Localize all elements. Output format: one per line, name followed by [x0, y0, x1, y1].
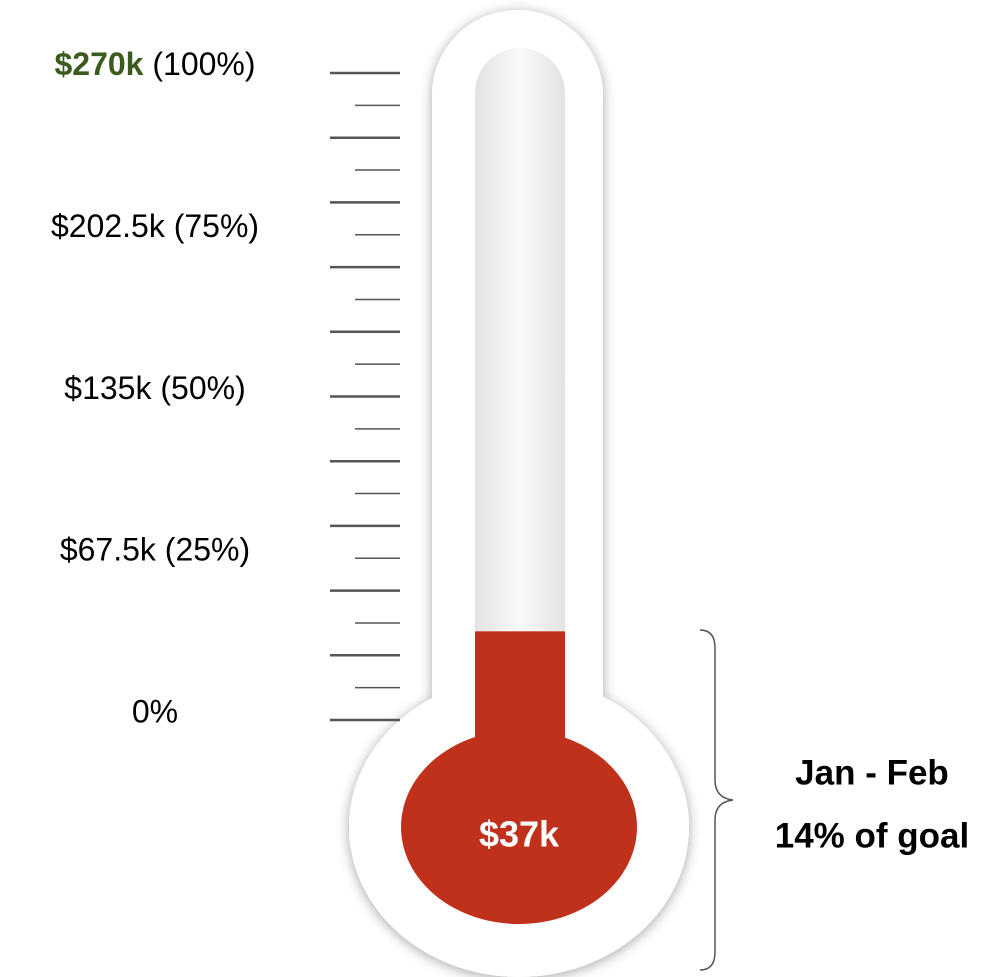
- annotation: Jan - Feb: [795, 753, 949, 792]
- y-tick-label: $67.5k (25%): [60, 532, 250, 568]
- tube: [475, 48, 565, 788]
- mercury-bulb: [401, 730, 637, 924]
- y-tick-label: $202.5k (75%): [51, 208, 259, 244]
- y-tick-label: $135k (50%): [64, 370, 245, 406]
- annotation: 14% of goal: [775, 816, 969, 855]
- y-tick-label: $270k (100%): [54, 46, 255, 82]
- brace: [699, 629, 734, 971]
- value-label: $37k: [479, 814, 560, 855]
- y-tick-label: 0%: [132, 693, 178, 729]
